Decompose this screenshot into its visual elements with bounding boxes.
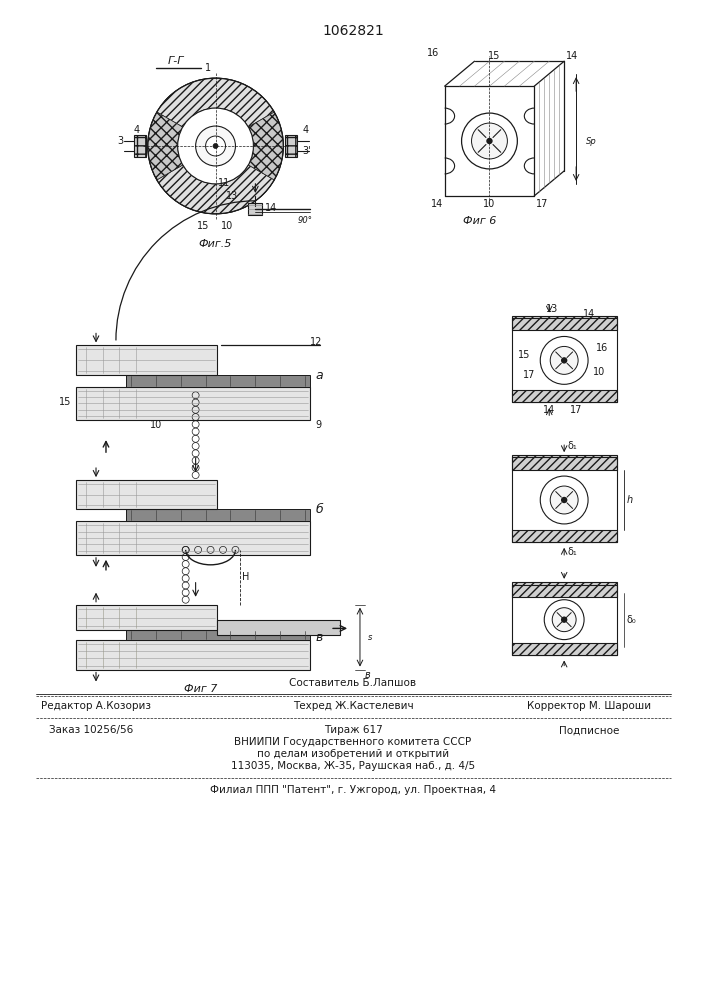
Text: 15: 15 bbox=[197, 221, 210, 231]
Bar bbox=[513, 643, 617, 655]
Bar bbox=[216, 620, 340, 635]
Text: Фиг 7: Фиг 7 bbox=[184, 684, 217, 694]
Circle shape bbox=[148, 78, 284, 214]
Text: 14: 14 bbox=[543, 405, 556, 415]
Circle shape bbox=[561, 498, 566, 502]
Text: 90°: 90° bbox=[298, 216, 312, 225]
Circle shape bbox=[561, 358, 566, 363]
Circle shape bbox=[177, 108, 253, 184]
Text: 16: 16 bbox=[596, 343, 608, 353]
Circle shape bbox=[550, 346, 578, 374]
Polygon shape bbox=[157, 78, 274, 127]
Circle shape bbox=[540, 476, 588, 524]
Circle shape bbox=[487, 139, 492, 143]
Text: 15: 15 bbox=[59, 397, 71, 407]
Bar bbox=[513, 455, 617, 470]
Circle shape bbox=[544, 600, 584, 640]
Text: Подписное: Подписное bbox=[559, 725, 619, 735]
Polygon shape bbox=[248, 112, 284, 180]
Circle shape bbox=[550, 486, 578, 514]
Text: 4: 4 bbox=[302, 125, 308, 135]
Text: Sр: Sр bbox=[586, 136, 597, 145]
Text: Фиг 6: Фиг 6 bbox=[463, 216, 496, 226]
Text: 14: 14 bbox=[265, 203, 278, 213]
Text: Фиг.5: Фиг.5 bbox=[199, 239, 232, 249]
Circle shape bbox=[472, 123, 508, 159]
Text: Тираж 617: Тираж 617 bbox=[324, 725, 382, 735]
Text: a: a bbox=[315, 369, 323, 382]
Circle shape bbox=[196, 126, 235, 166]
Circle shape bbox=[206, 136, 226, 156]
Text: Редактор А.Козориз: Редактор А.Козориз bbox=[41, 701, 151, 711]
Text: δ₀: δ₀ bbox=[627, 615, 637, 625]
Text: 3: 3 bbox=[117, 136, 123, 146]
Bar bbox=[513, 316, 617, 330]
Circle shape bbox=[561, 617, 566, 622]
Bar bbox=[248, 203, 262, 215]
Bar bbox=[126, 509, 310, 521]
Text: в: в bbox=[365, 670, 370, 680]
Circle shape bbox=[462, 113, 518, 169]
Bar bbox=[76, 605, 216, 630]
Polygon shape bbox=[148, 112, 183, 180]
Bar bbox=[513, 530, 617, 542]
Bar bbox=[76, 521, 310, 555]
Text: 12: 12 bbox=[310, 337, 322, 347]
Text: δ₁: δ₁ bbox=[567, 441, 577, 451]
Bar bbox=[285, 135, 297, 157]
Text: 11: 11 bbox=[218, 178, 230, 188]
Text: 1: 1 bbox=[204, 63, 211, 73]
Text: 14: 14 bbox=[566, 51, 578, 61]
Bar bbox=[126, 630, 310, 640]
Circle shape bbox=[540, 336, 588, 384]
Text: s: s bbox=[368, 633, 373, 642]
Circle shape bbox=[213, 143, 218, 148]
Text: 3': 3' bbox=[302, 146, 311, 156]
Text: Корректор М. Шароши: Корректор М. Шароши bbox=[527, 701, 651, 711]
Text: 17: 17 bbox=[570, 405, 583, 415]
Text: Филиал ППП "Патент", г. Ужгород, ул. Проектная, 4: Филиал ППП "Патент", г. Ужгород, ул. Про… bbox=[210, 785, 496, 795]
Text: 9: 9 bbox=[315, 420, 321, 430]
Text: 10: 10 bbox=[150, 420, 162, 430]
Text: 10: 10 bbox=[484, 199, 496, 209]
Text: 1062821: 1062821 bbox=[322, 24, 384, 38]
Text: 10: 10 bbox=[593, 367, 605, 377]
Text: 17: 17 bbox=[536, 199, 549, 209]
Text: ВНИИПИ Государственного комитета СССР: ВНИИПИ Государственного комитета СССР bbox=[235, 737, 472, 747]
Polygon shape bbox=[157, 165, 274, 214]
Bar bbox=[513, 318, 617, 402]
Text: 13: 13 bbox=[226, 191, 238, 201]
Text: Заказ 10256/56: Заказ 10256/56 bbox=[49, 725, 133, 735]
Text: Г-Г: Г-Г bbox=[168, 56, 184, 66]
Text: б: б bbox=[315, 503, 323, 516]
Text: 113035, Москва, Ж-35, Раушская наб., д. 4/5: 113035, Москва, Ж-35, Раушская наб., д. … bbox=[231, 761, 475, 771]
Bar bbox=[76, 387, 310, 420]
Bar bbox=[76, 480, 216, 509]
Text: H: H bbox=[243, 572, 250, 582]
Text: 14: 14 bbox=[431, 199, 443, 209]
Bar bbox=[134, 135, 146, 157]
Text: 4: 4 bbox=[134, 125, 140, 135]
Circle shape bbox=[552, 608, 576, 632]
Text: δ₁: δ₁ bbox=[567, 547, 577, 557]
Text: в: в bbox=[315, 631, 322, 644]
Text: Техред Ж.Кастелевич: Техред Ж.Кастелевич bbox=[293, 701, 414, 711]
Text: 16: 16 bbox=[428, 48, 440, 58]
Text: h: h bbox=[627, 495, 633, 505]
Text: Составитель Б.Лапшов: Составитель Б.Лапшов bbox=[289, 678, 416, 688]
Text: по делам изобретений и открытий: по делам изобретений и открытий bbox=[257, 749, 449, 759]
Text: 17: 17 bbox=[523, 370, 535, 380]
Bar bbox=[513, 582, 617, 597]
Text: 14: 14 bbox=[583, 309, 595, 319]
Bar bbox=[513, 457, 617, 542]
Bar bbox=[76, 345, 216, 375]
Bar bbox=[513, 585, 617, 655]
Text: 15: 15 bbox=[518, 350, 530, 360]
Text: 13: 13 bbox=[546, 304, 559, 314]
Text: 15: 15 bbox=[489, 51, 501, 61]
Text: 10: 10 bbox=[221, 221, 233, 231]
Bar bbox=[76, 640, 310, 670]
Bar bbox=[126, 375, 310, 387]
Bar bbox=[513, 390, 617, 402]
